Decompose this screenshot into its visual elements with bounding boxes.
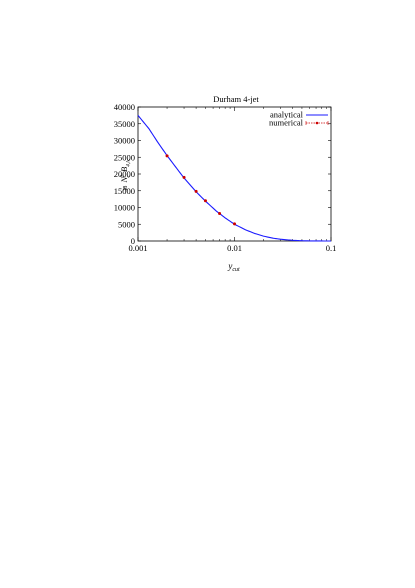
- x-tick-label: 0.1: [326, 243, 337, 253]
- data-point-numerical: [182, 175, 186, 179]
- plot-frame: [137, 106, 332, 242]
- y-tick-label: 5000: [118, 219, 135, 229]
- series-line-analytical: [137, 115, 331, 242]
- chart-title: Durham 4-jet: [213, 94, 259, 104]
- x-tick-label: 0.01: [227, 243, 242, 253]
- data-point-numerical: [218, 212, 222, 216]
- y-tick-label: 25000: [114, 152, 135, 162]
- x-axis-label: ycut: [227, 261, 240, 273]
- y-tick-label: 30000: [114, 136, 135, 146]
- legend-label: analytical: [270, 110, 304, 120]
- y-tick-label: 20000: [114, 169, 135, 179]
- x-tick-label: 0.001: [128, 243, 147, 253]
- svg-text:1/8 N2c B4,lc: 1/8 N2c B4,lc: [119, 158, 132, 191]
- y-tick-label: 0: [131, 236, 135, 246]
- data-point-numerical: [165, 154, 169, 158]
- data-point-numerical: [203, 199, 207, 203]
- series-layer: [137, 115, 331, 242]
- data-point-numerical: [233, 222, 236, 226]
- legend-label: numerical: [269, 118, 304, 128]
- data-point-numerical: [194, 189, 198, 193]
- y-tick-label: 40000: [114, 102, 135, 112]
- y-tick-labels: 0 5000 10000 15000 20000 25000 30000 35000 40000: [114, 102, 135, 246]
- y-tick-label: 15000: [114, 186, 135, 196]
- y-axis-label: 1/8 N2c B4,lc: [119, 158, 132, 191]
- legend-swatch-point: [315, 121, 319, 125]
- x-tick-labels: 0.001 0.01 0.1: [128, 243, 336, 253]
- y-tick-label: 10000: [114, 203, 135, 213]
- y-tick-label: 35000: [114, 119, 135, 129]
